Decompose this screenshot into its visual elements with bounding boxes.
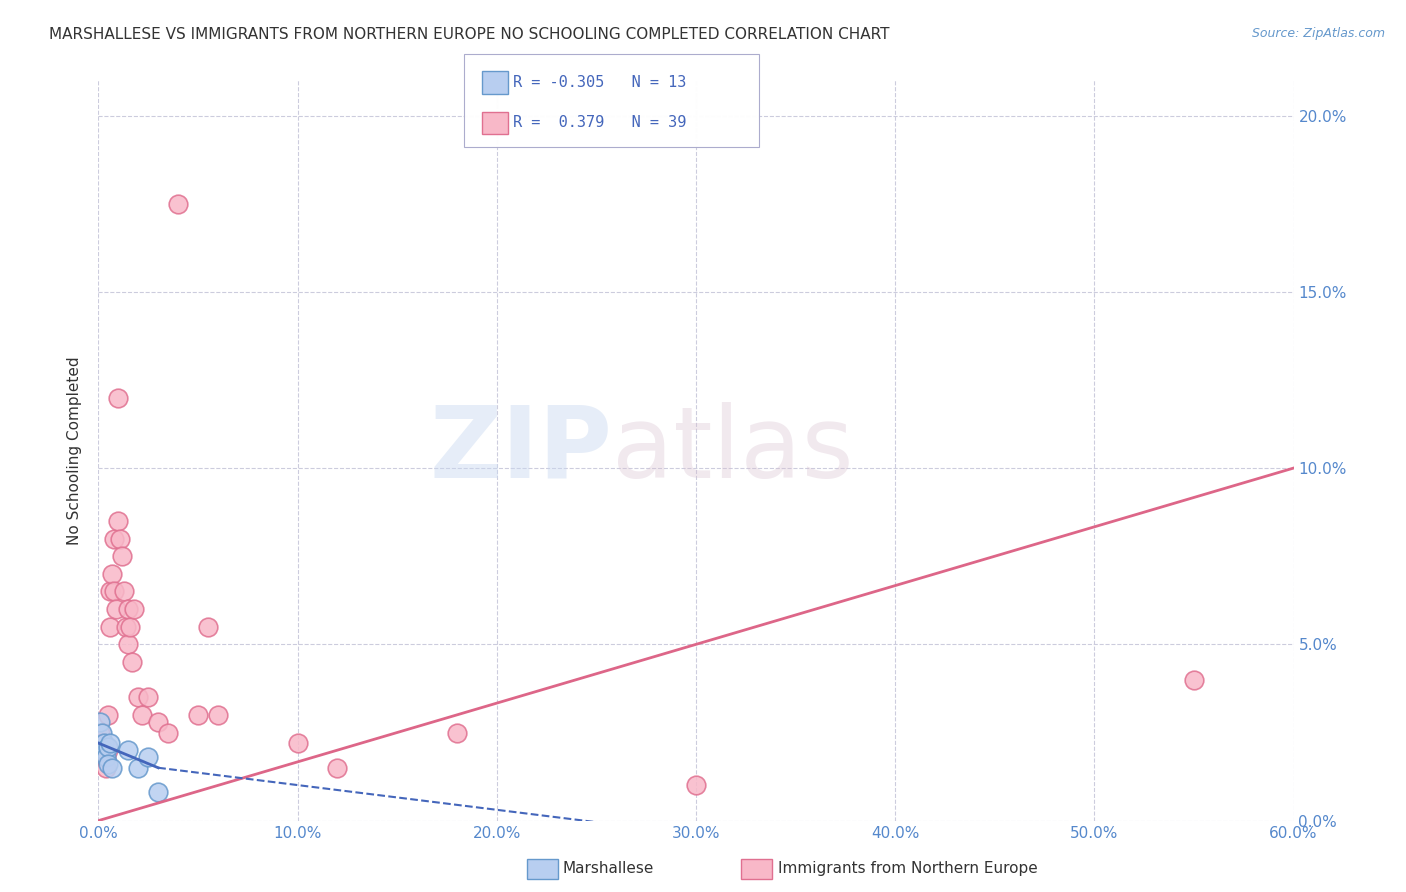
Point bbox=[127, 761, 149, 775]
Text: Immigrants from Northern Europe: Immigrants from Northern Europe bbox=[778, 862, 1038, 876]
Point bbox=[93, 750, 115, 764]
Point bbox=[93, 736, 115, 750]
Point bbox=[326, 761, 349, 775]
Text: MARSHALLESE VS IMMIGRANTS FROM NORTHERN EUROPE NO SCHOOLING COMPLETED CORRELATIO: MARSHALLESE VS IMMIGRANTS FROM NORTHERN … bbox=[49, 27, 890, 42]
Point bbox=[91, 736, 114, 750]
Point bbox=[93, 743, 115, 757]
Point bbox=[98, 736, 122, 750]
Point bbox=[97, 757, 120, 772]
Point bbox=[112, 584, 135, 599]
Point bbox=[105, 602, 128, 616]
Point bbox=[101, 566, 124, 581]
Text: atlas: atlas bbox=[613, 402, 853, 499]
Point bbox=[93, 743, 115, 757]
Point bbox=[96, 750, 118, 764]
Point bbox=[685, 778, 707, 792]
Point bbox=[157, 725, 180, 739]
Point bbox=[110, 532, 132, 546]
Point bbox=[103, 584, 125, 599]
Point bbox=[98, 584, 122, 599]
Point bbox=[97, 743, 120, 757]
Text: R = -0.305   N = 13: R = -0.305 N = 13 bbox=[513, 75, 686, 89]
Point bbox=[107, 391, 129, 405]
Text: Source: ZipAtlas.com: Source: ZipAtlas.com bbox=[1251, 27, 1385, 40]
Text: ZIP: ZIP bbox=[429, 402, 613, 499]
Point bbox=[96, 750, 118, 764]
Point bbox=[117, 637, 139, 651]
Point bbox=[1182, 673, 1205, 687]
Point bbox=[97, 707, 120, 722]
Point bbox=[111, 549, 134, 564]
Point bbox=[121, 655, 143, 669]
Point bbox=[91, 725, 114, 739]
Point bbox=[98, 620, 122, 634]
Point bbox=[96, 761, 118, 775]
Point bbox=[148, 714, 170, 729]
Text: Marshallese: Marshallese bbox=[562, 862, 654, 876]
Y-axis label: No Schooling Completed: No Schooling Completed bbox=[67, 356, 83, 545]
Point bbox=[187, 707, 209, 722]
Point bbox=[97, 739, 120, 754]
Point bbox=[117, 602, 139, 616]
Point bbox=[89, 725, 111, 739]
Point bbox=[124, 602, 146, 616]
Point bbox=[131, 707, 153, 722]
Point bbox=[117, 743, 139, 757]
Point bbox=[101, 761, 124, 775]
Point bbox=[148, 785, 170, 799]
Point bbox=[127, 690, 149, 705]
Point bbox=[207, 707, 229, 722]
Point bbox=[197, 620, 219, 634]
Point bbox=[103, 532, 125, 546]
Point bbox=[115, 620, 138, 634]
Text: R =  0.379   N = 39: R = 0.379 N = 39 bbox=[513, 115, 686, 129]
Point bbox=[446, 725, 468, 739]
Point bbox=[136, 690, 159, 705]
Point bbox=[107, 514, 129, 528]
Point bbox=[89, 714, 111, 729]
Point bbox=[136, 750, 159, 764]
Point bbox=[167, 196, 190, 211]
Point bbox=[120, 620, 142, 634]
Point bbox=[287, 736, 309, 750]
